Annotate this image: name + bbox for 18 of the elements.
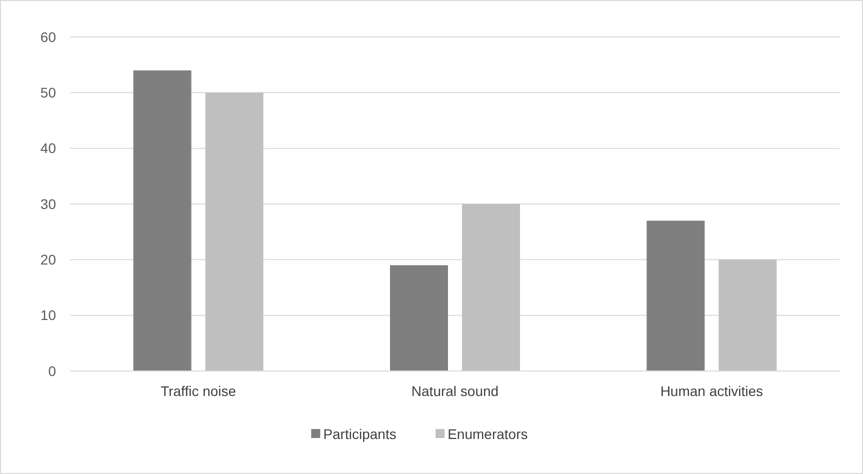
bar <box>133 70 192 371</box>
y-tick-label: 50 <box>40 84 56 101</box>
x-tick-label: Natural sound <box>411 383 499 399</box>
bar <box>205 92 264 371</box>
legend-label: Enumerators <box>448 426 528 442</box>
y-tick-label: 20 <box>40 252 56 268</box>
y-tick-label: 30 <box>40 196 56 212</box>
bar <box>718 260 777 371</box>
y-tick-label: 0 <box>48 362 56 379</box>
legend-label: Participants <box>323 426 396 442</box>
x-tick-label: Traffic noise <box>160 383 236 399</box>
x-tick-label: Human activities <box>660 383 764 399</box>
y-tick-label: 10 <box>40 307 56 324</box>
bar <box>390 265 448 371</box>
y-tick-label: 60 <box>40 28 56 45</box>
y-tick-label: 40 <box>40 140 56 156</box>
bar <box>646 220 705 371</box>
bar <box>462 204 520 371</box>
